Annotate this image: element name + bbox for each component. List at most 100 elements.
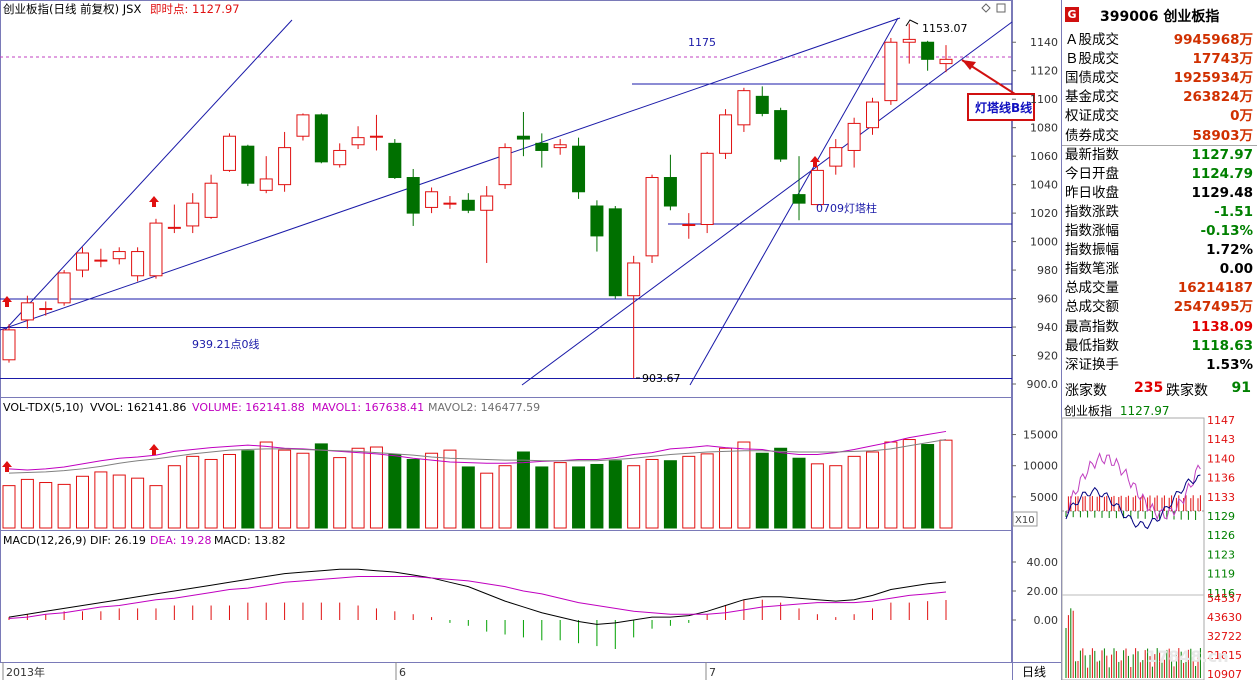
volume-bar	[572, 466, 586, 529]
quote-value: 1124.79	[1191, 165, 1254, 182]
quote-value: 2547495万	[1173, 299, 1253, 316]
volume-bar	[663, 460, 677, 529]
mini-price-tick: 1140	[1207, 452, 1235, 465]
candle-body	[314, 114, 328, 163]
candle-body	[94, 259, 108, 262]
candle-body	[388, 142, 402, 179]
volume-bar	[167, 465, 181, 529]
mini-price-line	[1065, 452, 1201, 521]
candle-body	[645, 177, 659, 257]
watermark: 17848.cn	[1146, 647, 1229, 666]
vol-legend-vvol: VVOL: 162141.86	[90, 401, 186, 414]
candle-body	[222, 135, 236, 171]
macd-tick-label: 0.00	[1034, 614, 1059, 627]
x10-button[interactable]	[1012, 511, 1038, 527]
candle-body	[663, 177, 677, 207]
volume-bar	[314, 443, 328, 529]
index-code: 399006	[1100, 9, 1159, 25]
period-tab[interactable]	[1013, 663, 1061, 680]
candle-body	[792, 194, 806, 204]
macd-series	[8, 568, 947, 649]
price-tick-label: 960	[1037, 293, 1058, 306]
g-badge-icon: G	[1065, 7, 1079, 22]
candle-body	[829, 147, 843, 167]
row-separator	[1062, 144, 1257, 146]
volume-bar	[939, 439, 953, 529]
quote-value: 0万	[1230, 108, 1253, 125]
diamond-icon[interactable]	[981, 3, 991, 13]
candle-body	[186, 202, 200, 227]
quote-label: 最新指数	[1065, 146, 1119, 163]
quote-row: 指数涨幅 -0.13%	[1062, 222, 1257, 241]
candle-body	[737, 90, 751, 126]
annotation-939-line: 939.21点0线	[192, 337, 260, 351]
volume-bar	[278, 449, 292, 529]
candle-body	[204, 182, 218, 218]
mini-vol-tick: 43630	[1207, 611, 1242, 624]
volume-bar	[2, 485, 16, 529]
quote-label: 总成交量	[1065, 280, 1119, 297]
mini-axis: 1147 1143 1140 1136 1133 1129 1126 1123 1119 1116…	[1207, 414, 1242, 680]
candle-body	[406, 177, 420, 214]
quote-row: 债券成交 58903万	[1062, 127, 1257, 146]
candle-body	[719, 114, 733, 154]
quote-label: 总成交额	[1065, 299, 1119, 316]
dif-line	[8, 568, 947, 625]
mini-chart-title: 创业板指 1127.97	[1064, 402, 1169, 419]
volume-bar	[810, 463, 824, 529]
macd-tick-label: 40.00	[1027, 556, 1059, 569]
mini-price-tick: 1147	[1207, 414, 1235, 427]
candle-body	[608, 208, 622, 297]
volume-bar	[425, 452, 439, 529]
quote-value: 16214187	[1177, 280, 1253, 297]
quote-value: -0.13%	[1200, 223, 1253, 239]
volume-bar	[608, 460, 622, 529]
volume-bar	[719, 447, 733, 529]
quote-row: 指数振幅 1.72%	[1062, 241, 1257, 260]
red-arrow-icon	[2, 296, 12, 307]
buy-signal-icons	[2, 156, 820, 472]
volume-bar	[774, 447, 788, 529]
volume-bar	[792, 457, 806, 529]
candle-body	[351, 137, 365, 146]
volume-bar	[369, 446, 383, 529]
candle-body	[20, 302, 34, 321]
quote-row: Ｂ股成交 17743万	[1062, 50, 1257, 69]
mavol1-line	[8, 430, 947, 471]
candle-body	[700, 152, 714, 226]
volume-bar	[829, 465, 843, 529]
x10-label: X10	[1015, 515, 1035, 526]
mini-price-tick: 1143	[1207, 433, 1235, 446]
quote-value: 263824万	[1183, 89, 1253, 106]
volume-bar	[535, 466, 549, 529]
candle-body	[149, 222, 163, 277]
volume-bar	[682, 455, 696, 529]
breadth-stats: 涨家数 235 跌家数 91	[1062, 380, 1257, 400]
volume-bar	[516, 451, 530, 529]
red-arrow-icon	[149, 444, 159, 455]
red-arrow-icon	[2, 461, 12, 472]
candle-body	[2, 329, 16, 361]
candle-body	[774, 110, 788, 160]
period-label: 日线	[1022, 665, 1046, 679]
price-tick-label: 940	[1037, 321, 1058, 334]
mini-avg-line	[1065, 474, 1201, 530]
vol-tick-label: 5000	[1030, 491, 1058, 504]
volume-bar	[700, 453, 714, 529]
square-icon[interactable]	[996, 3, 1006, 13]
quote-label: 指数涨跌	[1065, 203, 1119, 220]
mini-price-tick: 1116	[1207, 587, 1235, 600]
candle-body	[884, 41, 898, 102]
quote-label: 最高指数	[1065, 318, 1119, 335]
volume-bar	[645, 458, 659, 529]
price-tick-label: 1120	[1030, 65, 1058, 78]
quote-row: 基金成交 263824万	[1062, 88, 1257, 107]
candle-body	[516, 135, 530, 140]
volume-bar	[388, 453, 402, 529]
volume-bar	[443, 449, 457, 529]
price-tick-label: 900.0	[1027, 378, 1059, 391]
mini-price-tick: 1123	[1207, 548, 1235, 561]
annotation-lighthouse-column: 0709灯塔柱	[816, 201, 877, 215]
quote-row: 权证成交 0万	[1062, 107, 1257, 126]
